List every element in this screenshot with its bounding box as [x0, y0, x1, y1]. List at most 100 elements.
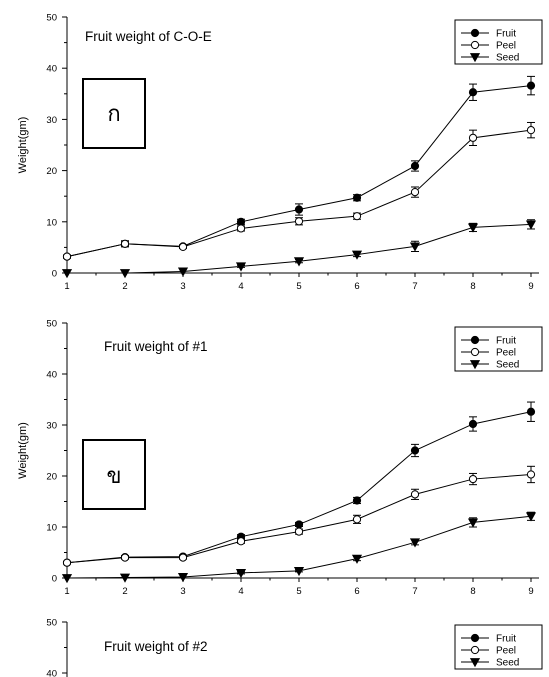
data-point-fruit	[294, 205, 304, 214]
chart-title: Fruit weight of C-O-E	[85, 29, 212, 44]
data-point-fruit	[236, 217, 246, 226]
y-tick-label: 40	[46, 370, 57, 381]
data-point-peel	[468, 133, 478, 142]
x-tick-label: 4	[238, 586, 243, 597]
y-tick-label: 10	[46, 523, 57, 534]
x-tick-label: 2	[122, 281, 127, 292]
data-point-seed	[61, 269, 73, 279]
x-tick-label: 9	[528, 281, 533, 292]
data-point-peel	[62, 252, 72, 261]
data-point-seed	[177, 573, 189, 583]
data-point-peel	[410, 188, 420, 197]
legend-marker-peel	[470, 40, 480, 50]
y-axis-label: Weight(gm)	[17, 117, 29, 174]
data-point-seed	[235, 568, 247, 579]
legend-label-peel: Peel	[496, 348, 516, 359]
data-point-peel	[410, 490, 420, 499]
data-point-fruit	[526, 407, 536, 416]
data-point-peel	[120, 553, 130, 562]
legend-marker-seed	[469, 360, 481, 370]
data-point-fruit	[468, 88, 478, 97]
y-tick-label: 50	[46, 618, 57, 629]
legend-label-peel: Peel	[496, 41, 516, 52]
panel-label-box	[82, 439, 146, 510]
data-point-seed	[467, 518, 479, 528]
data-point-peel	[352, 515, 362, 524]
x-tick-label: 5	[296, 281, 301, 292]
legend-marker-fruit	[470, 633, 480, 643]
x-tick-label: 3	[180, 281, 185, 292]
y-tick-label: 0	[52, 574, 57, 585]
data-point-seed	[351, 250, 363, 260]
legend-marker-seed	[469, 53, 481, 63]
series-peel	[62, 121, 536, 261]
x-tick-label: 7	[412, 281, 417, 292]
legend-label-seed: Seed	[496, 360, 519, 371]
x-tick-label: 8	[470, 281, 475, 292]
series-seed	[61, 511, 537, 584]
panel-label-box	[82, 78, 146, 149]
y-tick-label: 10	[46, 217, 57, 228]
y-tick-label: 20	[46, 166, 57, 177]
data-point-peel	[294, 527, 304, 536]
data-point-seed	[525, 220, 537, 230]
x-tick-label: 3	[180, 586, 185, 597]
data-point-seed	[177, 267, 189, 277]
data-point-seed	[119, 573, 131, 583]
chart-panel-2: 0 10 20 30 40 50 1 2 3 4 5 6 7 8 9 Weight(gm) Fruit weig…	[17, 319, 543, 597]
legend-label-peel: Peel	[496, 646, 516, 657]
legend-marker-seed	[469, 658, 481, 668]
y-tick-label: 0	[52, 269, 57, 280]
data-point-seed	[351, 554, 363, 564]
data-point-seed	[61, 574, 73, 584]
legend-marker-fruit	[470, 28, 480, 38]
y-tick-label: 40	[46, 669, 57, 677]
x-tick-label: 2	[122, 586, 127, 597]
data-point-peel	[526, 470, 536, 479]
x-tick-label: 6	[354, 281, 359, 292]
panel-label: ข	[106, 463, 121, 488]
series-seed	[61, 219, 537, 279]
y-tick-label: 30	[46, 421, 57, 432]
y-tick-label: 50	[46, 319, 57, 330]
data-point-fruit	[352, 496, 362, 505]
legend-label-fruit: Fruit	[496, 336, 516, 347]
data-point-seed	[467, 223, 479, 233]
series-fruit	[62, 401, 536, 567]
data-point-seed	[409, 242, 421, 252]
data-point-seed	[119, 269, 131, 279]
legend-box	[454, 19, 543, 65]
data-point-seed	[409, 538, 421, 548]
x-tick-label: 5	[296, 586, 301, 597]
panel-label: ก	[107, 101, 120, 126]
data-point-peel	[62, 558, 72, 567]
legend-label-seed: Seed	[496, 658, 519, 669]
y-tick-label: 50	[46, 13, 57, 24]
chart-title: Fruit weight of #2	[104, 639, 208, 654]
y-tick-label: 20	[46, 472, 57, 483]
data-point-fruit	[526, 81, 536, 90]
legend-marker-fruit	[470, 335, 480, 345]
chart-panel-1: 0 10 20 30 40 50 1 2 3 4 5 6 7 8 9 Weight(gm) Fruit weig…	[17, 13, 543, 292]
data-point-peel	[236, 224, 246, 233]
data-point-peel	[526, 126, 536, 135]
data-point-fruit	[410, 446, 420, 455]
x-tick-label: 4	[238, 281, 243, 292]
data-point-seed	[525, 512, 537, 522]
x-tick-label: 7	[412, 586, 417, 597]
x-tick-label: 6	[354, 586, 359, 597]
data-point-peel	[120, 239, 130, 248]
data-point-fruit	[410, 161, 420, 171]
legend-label-fruit: Fruit	[496, 634, 516, 645]
data-point-peel	[236, 537, 246, 546]
legend-label-seed: Seed	[496, 53, 519, 64]
data-point-seed	[235, 262, 247, 272]
legend-label-fruit: Fruit	[496, 29, 516, 40]
x-tick-label: 1	[64, 586, 69, 597]
data-point-peel	[178, 242, 188, 251]
